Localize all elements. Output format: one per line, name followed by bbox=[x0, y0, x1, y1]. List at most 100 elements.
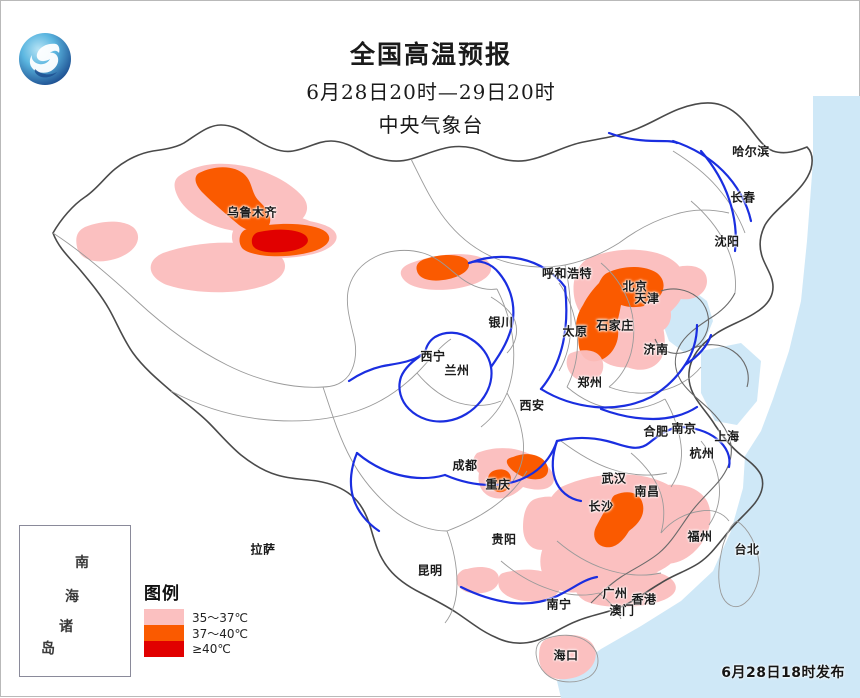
province-border-inner-mongolia-1 bbox=[410, 158, 620, 268]
city-label-chengdu: 成都 bbox=[452, 458, 478, 473]
city-label-shanghai: 上海 bbox=[714, 429, 740, 444]
city-label-xian: 西安 bbox=[519, 398, 545, 413]
city-label-shenyang: 沈阳 bbox=[714, 234, 740, 249]
heat-zone-hunan-west-35-37 bbox=[523, 496, 570, 550]
province-border-hunan-guangdong bbox=[556, 540, 662, 576]
heat-zone-xinjiang-tarim-35-37 bbox=[150, 242, 286, 293]
heat-zone-guangxi-west-35-37 bbox=[456, 567, 499, 594]
legend-row-35-37: 35～37℃ bbox=[144, 609, 248, 625]
city-label-kunming: 昆明 bbox=[417, 563, 443, 578]
province-border-hainan-island bbox=[535, 634, 599, 683]
south-china-sea-inset: 南 海 诸 岛 bbox=[19, 525, 131, 677]
city-label-guiyang: 贵阳 bbox=[491, 532, 517, 547]
province-border-jiangsu-anhui bbox=[664, 398, 682, 488]
province-border-xinjiang bbox=[52, 232, 498, 388]
river-amur-upper bbox=[607, 131, 679, 145]
heat-zone-shijiazhuang-core-37-40 bbox=[578, 315, 619, 362]
sea-yellow-sea-gap bbox=[701, 343, 761, 425]
province-border-zhejiang bbox=[700, 440, 720, 526]
legend-swatch-35-37 bbox=[144, 609, 184, 625]
river-yellow-middle bbox=[467, 260, 515, 369]
river-yangtze-jinsha bbox=[349, 451, 381, 533]
national-border-layer bbox=[52, 102, 813, 644]
city-label-macau: 澳门 bbox=[609, 603, 635, 618]
city-label-harbin: 哈尔滨 bbox=[732, 144, 770, 159]
cma-dragon-logo bbox=[19, 33, 71, 85]
inset-char-zhu: 诸 bbox=[59, 619, 73, 635]
city-label-urumqi: 乌鲁木齐 bbox=[226, 205, 278, 220]
province-border-inner-mongolia-2 bbox=[558, 264, 572, 372]
city-label-changsha: 长沙 bbox=[588, 499, 614, 514]
river-yangtze-lower bbox=[677, 425, 731, 469]
river-yangtze-sichuan bbox=[443, 439, 559, 487]
city-label-changchun: 长春 bbox=[730, 190, 756, 205]
province-border-shaanxi-sichuan bbox=[506, 392, 524, 482]
coastline-bohai-rim bbox=[654, 288, 710, 354]
logo-dragon-glyph bbox=[29, 43, 60, 73]
province-border-ningxia bbox=[490, 296, 518, 354]
city-label-wuhan: 武汉 bbox=[601, 471, 627, 486]
city-label-chongqing: 重庆 bbox=[485, 477, 511, 492]
city-label-beijing: 北京 bbox=[622, 279, 648, 294]
inset-char-dao: 岛 bbox=[41, 641, 55, 657]
city-label-lanzhou: 兰州 bbox=[444, 363, 470, 378]
legend-row-37-40: 37～40℃ bbox=[144, 625, 248, 641]
sea-layer bbox=[557, 96, 860, 698]
city-label-zhengzhou: 郑州 bbox=[577, 375, 603, 390]
heat-zone-jinan-tongue-35-37 bbox=[642, 299, 671, 333]
city-label-nanchang: 南昌 bbox=[634, 484, 660, 499]
city-label-nanning: 南宁 bbox=[546, 597, 572, 612]
city-label-hefei: 合肥 bbox=[643, 424, 669, 439]
province-border-henan bbox=[566, 386, 666, 410]
river-yangtze-upper bbox=[355, 451, 447, 480]
city-label-nanjing: 南京 bbox=[671, 421, 697, 436]
river-heilongjiang bbox=[671, 139, 753, 223]
province-border-layer bbox=[52, 150, 760, 683]
province-border-guangxi bbox=[500, 560, 600, 596]
city-label-lhasa: 拉萨 bbox=[250, 542, 276, 557]
coastline-layer bbox=[590, 288, 749, 604]
city-label-jinan: 济南 bbox=[643, 342, 669, 357]
legend-label-35-37: 35～37℃ bbox=[192, 610, 249, 625]
coastline-east bbox=[590, 292, 736, 604]
legend-title: 图例 bbox=[144, 584, 180, 604]
province-border-tibet-south bbox=[322, 386, 448, 532]
city-label-taiyuan: 太原 bbox=[562, 324, 588, 339]
heat-zone-chongqing-south-37-40 bbox=[487, 469, 511, 493]
heat-zone-jiangxi-fujian-35-37 bbox=[641, 484, 711, 564]
coastline-shandong-peninsula bbox=[690, 344, 749, 388]
city-label-shijiazhuang: 石家庄 bbox=[596, 318, 634, 333]
province-border-guangdong-coast bbox=[598, 592, 622, 620]
river-yellow-lower bbox=[539, 323, 699, 409]
heat-zone-layer bbox=[76, 163, 711, 680]
province-border-qinghai-gansu bbox=[416, 372, 502, 406]
city-label-hongkong: 香港 bbox=[631, 592, 657, 607]
heat-zone-xinjiang-turpan-core-40plus bbox=[251, 229, 308, 253]
province-border-neimenggu-east bbox=[618, 209, 730, 244]
legend-label-40-plus: ≥40℃ bbox=[192, 642, 231, 656]
heat-zone-liaoning-west-35-37 bbox=[665, 265, 707, 300]
province-border-jilin-heilongjiang bbox=[672, 150, 746, 234]
river-yellow bbox=[398, 331, 493, 423]
province-border-liaoning-jilin bbox=[690, 200, 736, 294]
heat-zone-xinjiang-altai-35-37 bbox=[76, 221, 139, 262]
river-yangtze-hubei-loop bbox=[551, 439, 583, 503]
heat-zone-guangxi-north-35-37 bbox=[498, 569, 561, 602]
province-border-tibet-qinghai bbox=[170, 338, 452, 422]
river-layer bbox=[347, 131, 753, 605]
national-border-outline bbox=[52, 102, 813, 644]
river-huai bbox=[599, 405, 699, 421]
river-songhua bbox=[699, 149, 737, 253]
river-yellow-estuary bbox=[683, 333, 713, 367]
city-label-hangzhou: 杭州 bbox=[689, 446, 715, 461]
legend-swatch-40-plus bbox=[144, 641, 184, 657]
province-border-hebei bbox=[600, 262, 635, 388]
heat-zone-shaanxi-35-37 bbox=[566, 350, 604, 382]
river-xijiang bbox=[459, 575, 599, 605]
heat-zone-south-china-coast-35-37 bbox=[575, 569, 676, 607]
heat-zone-xinjiang-junggar-37-40 bbox=[195, 167, 271, 231]
city-label-haikou: 海口 bbox=[553, 648, 579, 663]
city-label-guangzhou: 广州 bbox=[602, 586, 628, 601]
city-label-xining: 西宁 bbox=[420, 349, 446, 364]
